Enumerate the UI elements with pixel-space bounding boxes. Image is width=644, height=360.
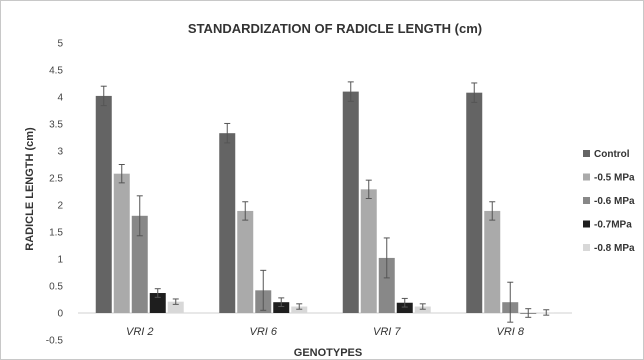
y-tick-label: 2.5 bbox=[49, 174, 63, 185]
bar bbox=[484, 210, 501, 313]
category-label: VRI 7 bbox=[373, 326, 401, 338]
bar bbox=[167, 301, 184, 313]
y-tick-label: 4 bbox=[57, 93, 63, 104]
y-tick-label: 1.5 bbox=[49, 228, 63, 239]
legend-swatch bbox=[583, 197, 590, 204]
y-tick-label: 3 bbox=[57, 147, 63, 158]
legend-swatch bbox=[583, 173, 590, 181]
y-tick-label: 4.5 bbox=[49, 66, 63, 77]
bar bbox=[396, 302, 413, 313]
bar bbox=[219, 133, 236, 313]
bar bbox=[414, 306, 431, 313]
y-tick-label: -0.5 bbox=[46, 336, 64, 347]
category-label: VRI 8 bbox=[496, 326, 524, 338]
category-label: VRI 2 bbox=[126, 326, 154, 338]
bar bbox=[360, 189, 377, 313]
y-tick-label: 0.5 bbox=[49, 282, 63, 293]
category-label: VRI 6 bbox=[249, 326, 277, 338]
legend-swatch bbox=[583, 150, 590, 157]
bar bbox=[149, 293, 166, 313]
bar bbox=[378, 257, 395, 313]
y-tick-label: 5 bbox=[57, 39, 63, 50]
legend-label: -0.5 MPa bbox=[594, 173, 635, 184]
legend: Control -0.5 MPa -0.6 MPa -0.7MPa -0.8 MPa bbox=[583, 149, 635, 254]
bar bbox=[273, 302, 290, 313]
bar bbox=[95, 95, 112, 313]
legend-swatch bbox=[583, 220, 590, 228]
chart-title: STANDARDIZATION OF RADICLE LENGTH (cm) bbox=[188, 21, 482, 36]
legend-label: -0.7MPa bbox=[594, 220, 632, 231]
bars bbox=[95, 81, 555, 323]
bar bbox=[131, 215, 148, 313]
bar bbox=[466, 92, 483, 314]
y-tick-label: 1 bbox=[57, 255, 63, 266]
legend-swatch bbox=[583, 244, 590, 251]
bar bbox=[291, 306, 308, 313]
y-axis-title: RADICLE LENGTH (cm) bbox=[24, 127, 36, 251]
bar bbox=[113, 173, 130, 313]
x-axis-title: GENOTYPES bbox=[294, 347, 362, 359]
bar bbox=[237, 210, 254, 313]
category-labels: VRI 2 VRI 6 VRI 7 VRI 8 bbox=[126, 326, 525, 338]
y-tick-label: 3.5 bbox=[49, 120, 63, 131]
legend-label: Control bbox=[594, 149, 630, 160]
y-tick-label: 2 bbox=[57, 201, 63, 212]
y-axis-ticks: -0.5 0 0.5 1 1.5 2 2.5 3 3.5 4 4.5 5 bbox=[46, 39, 64, 347]
y-tick-label: 0 bbox=[57, 309, 63, 320]
bar bbox=[342, 91, 359, 313]
legend-label: -0.6 MPa bbox=[594, 196, 635, 207]
legend-label: -0.8 MPa bbox=[594, 243, 635, 254]
